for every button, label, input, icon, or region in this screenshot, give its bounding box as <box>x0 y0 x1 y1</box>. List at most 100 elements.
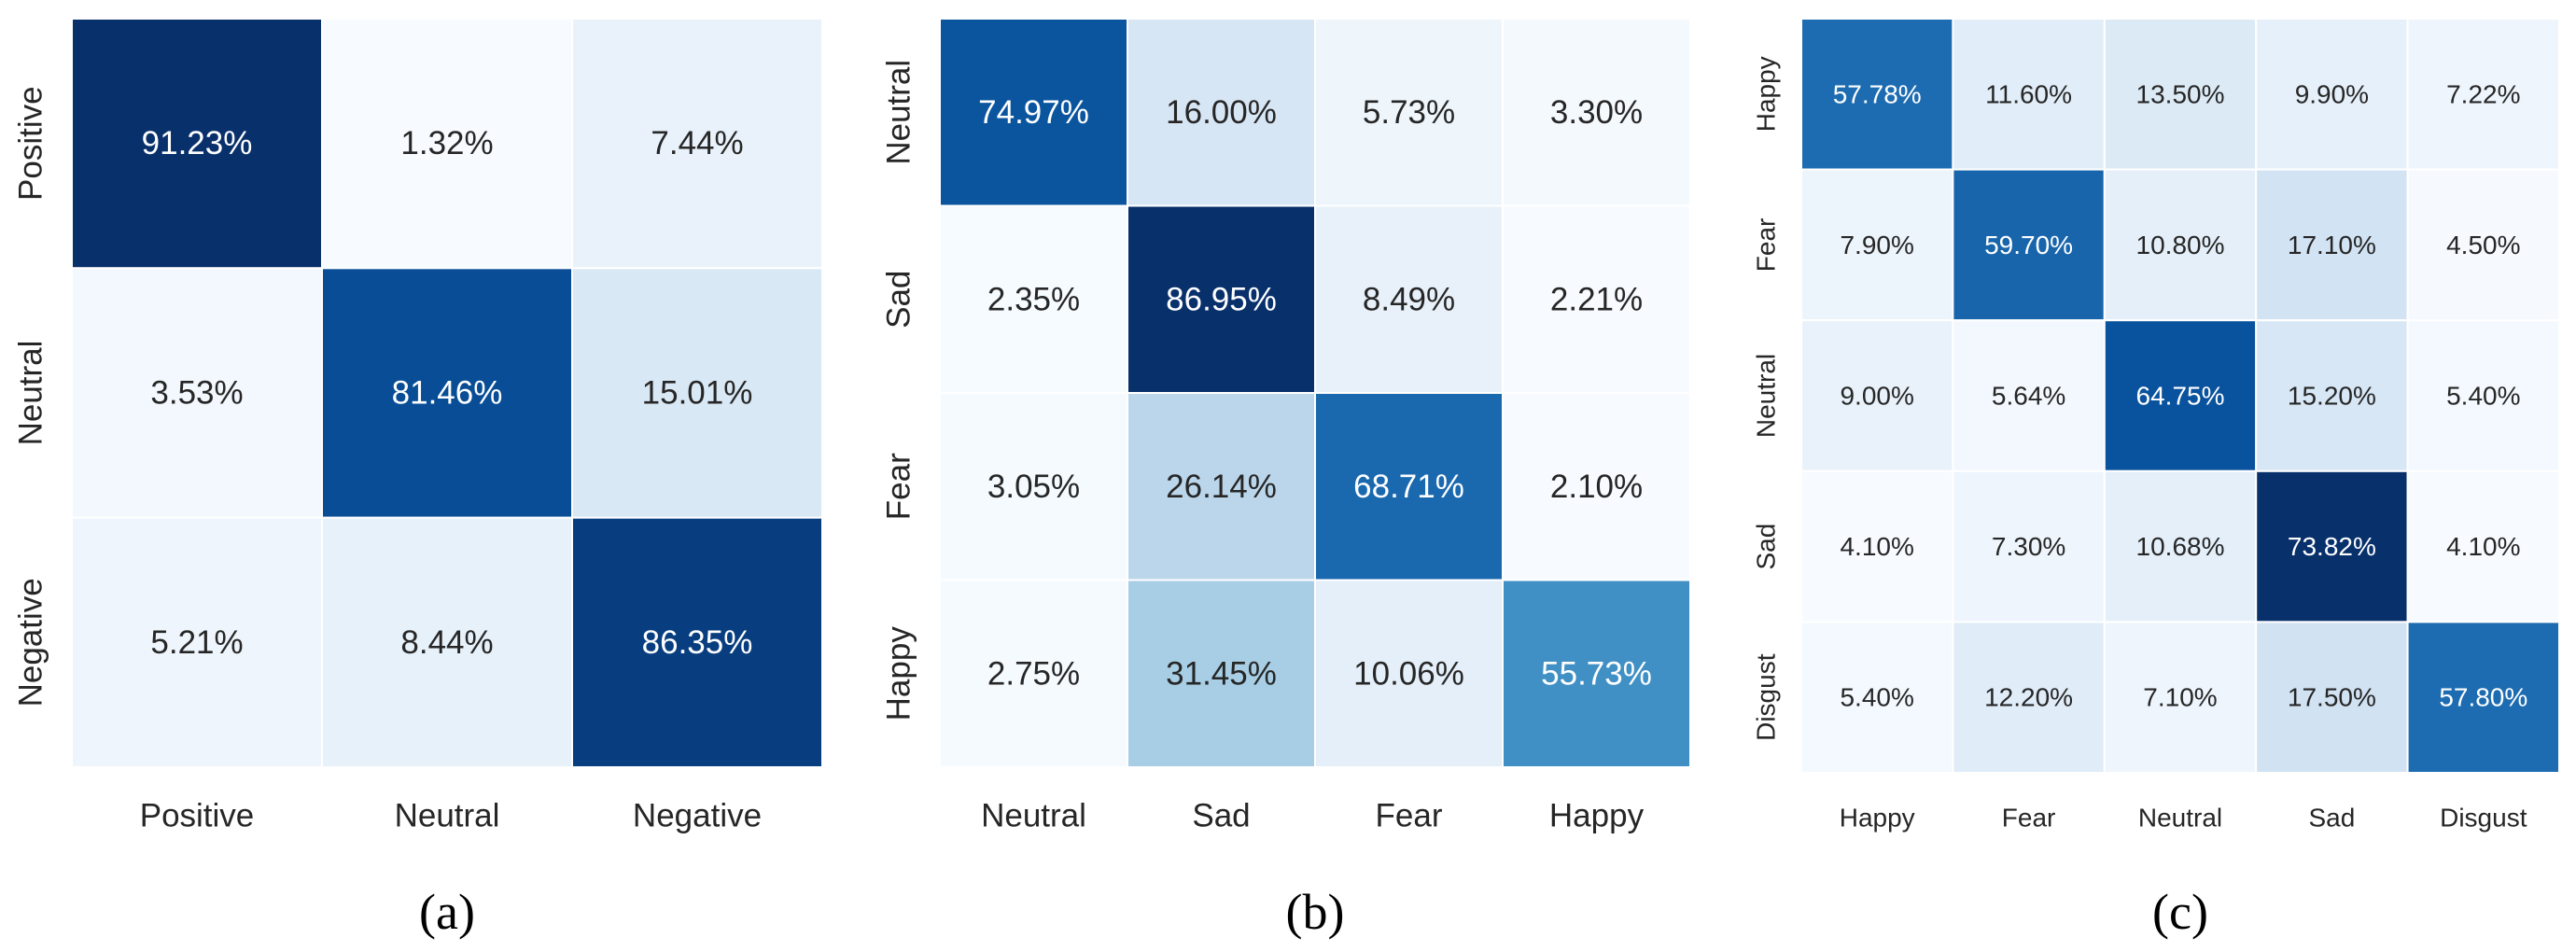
cell-value-label: 2.10% <box>1550 469 1643 505</box>
cell-value-label: 9.00% <box>1840 382 1913 411</box>
heatmap-panel-1: 91.23% 1.32% 7.44% 3.53% 81.46% 15.01% 5.21% 8.… <box>13 18 823 940</box>
cell-value-label: 3.05% <box>987 469 1080 505</box>
cell-value-label: 4.10% <box>1840 532 1913 561</box>
heatmap-cell <box>1502 18 1691 207</box>
cell-value-label: 5.73% <box>1363 94 1455 131</box>
cell-value-label: 12.20% <box>1984 683 2073 712</box>
x-tick-label: Positive <box>140 798 255 834</box>
heatmap-cell <box>1502 204 1691 394</box>
y-tick-label: Neutral <box>1752 354 1781 438</box>
heatmap-cell <box>2103 319 2258 472</box>
x-tick-label: Neutral <box>981 798 1086 834</box>
cell-value-label: 10.80% <box>2136 231 2225 259</box>
heatmap-cell <box>2406 319 2561 472</box>
heatmap-cell <box>321 18 573 270</box>
heatmap-cell <box>2255 621 2409 775</box>
cell-value-label: 9.90% <box>2295 79 2369 108</box>
heatmap-cell <box>1800 319 1954 472</box>
cell-value-label: 57.80% <box>2439 683 2527 712</box>
cell-value-label: 59.70% <box>1984 231 2073 259</box>
x-tick-label: Neutral <box>2138 804 2222 833</box>
cell-value-label: 5.40% <box>1840 683 1913 712</box>
heatmap-cell <box>71 267 323 519</box>
cell-value-label: 4.50% <box>2446 231 2520 259</box>
heatmap-cell <box>1127 392 1316 581</box>
y-tick-label: Happy <box>1752 56 1781 132</box>
y-tick-label: Neutral <box>13 341 49 446</box>
y-tick-label: Disgust <box>1752 653 1781 741</box>
panel-caption: (c) <box>2152 884 2208 940</box>
cell-value-label: 81.46% <box>392 375 503 412</box>
y-tick-label: Sad <box>1752 524 1781 570</box>
cell-value-label: 7.22% <box>2446 79 2520 108</box>
heatmap-cell <box>71 516 323 769</box>
heatmap-cell <box>2103 18 2258 171</box>
y-tick-label: Fear <box>881 453 917 520</box>
heatmap-panel-3: 57.78% 11.60% 13.50% 9.90% 7.22% 7.90% 59.70% 1… <box>1752 18 2561 940</box>
heatmap-cell <box>2406 18 2561 171</box>
heatmap-cell <box>321 267 573 519</box>
cell-value-label: 64.75% <box>2136 382 2225 411</box>
heatmap-cell <box>1952 319 2106 472</box>
cell-value-label: 31.45% <box>1166 655 1277 692</box>
heatmap-cell <box>2406 469 2561 623</box>
heatmap-cell <box>2406 621 2561 775</box>
cell-value-label: 86.95% <box>1166 281 1277 317</box>
y-tick-label: Positive <box>13 86 49 201</box>
heatmap-cell <box>2103 469 2258 623</box>
heatmap-cell <box>2406 168 2561 322</box>
heatmap-cell <box>71 18 323 270</box>
heatmap-cell <box>321 516 573 769</box>
heatmap-cell <box>1952 18 2106 171</box>
cell-value-label: 73.82% <box>2288 532 2376 561</box>
heatmap-cell <box>1800 621 1954 775</box>
x-tick-label: Disgust <box>2440 804 2527 833</box>
heatmap-cell <box>939 204 1128 394</box>
heatmap-cell <box>939 18 1128 207</box>
cell-value-label: 26.14% <box>1166 469 1277 505</box>
x-tick-label: Neutral <box>395 798 500 834</box>
cell-value-label: 3.53% <box>150 375 243 412</box>
cell-value-label: 3.30% <box>1550 94 1643 131</box>
cell-value-label: 5.40% <box>2446 382 2520 411</box>
y-tick-label: Neutral <box>881 60 917 165</box>
x-tick-label: Sad <box>2308 804 2355 833</box>
cell-value-label: 5.64% <box>1992 382 2065 411</box>
cell-value-label: 68.71% <box>1353 469 1464 505</box>
heatmap-cell <box>571 267 823 519</box>
cell-value-label: 57.78% <box>1833 79 1922 108</box>
heatmap-cell <box>1127 579 1316 768</box>
cell-value-label: 8.44% <box>400 624 493 661</box>
cell-value-label: 55.73% <box>1541 655 1652 692</box>
cell-value-label: 10.06% <box>1353 655 1464 692</box>
x-tick-label: Negative <box>633 798 762 834</box>
heatmap-cell <box>571 516 823 769</box>
y-tick-label: Sad <box>881 271 917 329</box>
cell-value-label: 91.23% <box>142 125 253 161</box>
heatmap-cell <box>1127 204 1316 394</box>
heatmap-cell <box>1952 621 2106 775</box>
cell-value-label: 5.21% <box>150 624 243 661</box>
panel-caption: (a) <box>419 884 475 940</box>
x-tick-label: Sad <box>1192 798 1250 834</box>
cell-value-label: 7.30% <box>1992 532 2065 561</box>
heatmap-cell <box>1502 392 1691 581</box>
cell-value-label: 10.68% <box>2136 532 2225 561</box>
heatmap-cell <box>1314 392 1504 581</box>
cell-value-label: 74.97% <box>978 94 1089 131</box>
heatmap-cell <box>1952 469 2106 623</box>
heatmap-cell <box>1314 18 1504 207</box>
y-tick-label: Fear <box>1752 218 1781 273</box>
heatmap-cell <box>939 579 1128 768</box>
heatmap-cell <box>1800 168 1954 322</box>
cell-value-label: 2.75% <box>987 655 1080 692</box>
heatmap-cell <box>1502 579 1691 768</box>
heatmap-cell <box>571 18 823 270</box>
heatmap-cell <box>1314 204 1504 394</box>
cell-value-label: 86.35% <box>642 624 753 661</box>
x-tick-label: Happy <box>1840 804 1915 833</box>
cell-value-label: 7.90% <box>1840 231 1913 259</box>
heatmap-panel-2: 74.97% 16.00% 5.73% 3.30% 2.35% 86.95% 8.49% 2.… <box>881 18 1691 940</box>
cell-value-label: 4.10% <box>2446 532 2520 561</box>
